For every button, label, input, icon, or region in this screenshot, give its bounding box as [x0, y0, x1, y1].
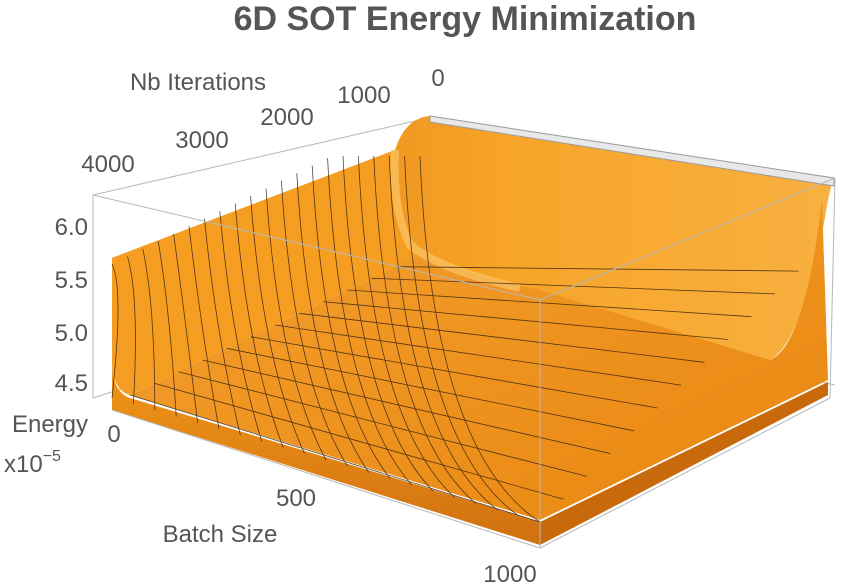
surface-right-face [540, 382, 828, 545]
mesh-line [299, 312, 705, 363]
mesh-line [323, 301, 729, 340]
y-tick-label: 4000 [81, 151, 134, 178]
z-axis-multiplier: x10−5 [4, 448, 61, 478]
x-axis: 0 500 1000 Batch Size [107, 421, 536, 586]
surface-mesh [111, 155, 799, 523]
mesh-line [281, 180, 348, 467]
z-tick-label: 4.5 [55, 370, 88, 397]
mesh-line [111, 263, 119, 399]
mesh-line [296, 173, 370, 473]
chart-title: 6D SOT Energy Minimization [234, 0, 697, 38]
mesh-line [188, 226, 220, 430]
bounding-box-front [92, 177, 836, 549]
mesh-line [274, 324, 682, 386]
mesh-line [250, 336, 658, 409]
mesh-line [419, 155, 541, 523]
mesh-line [311, 165, 391, 479]
surface-left-wall [112, 150, 420, 395]
energy-surface [111, 115, 835, 545]
z-axis-label: Energy [12, 411, 88, 438]
x-tick-label: 0 [107, 421, 120, 448]
mesh-line [157, 241, 177, 417]
mesh-line [202, 359, 611, 454]
mesh-line [265, 188, 327, 461]
z-tick-label: 6.0 [55, 214, 88, 241]
y-axis: 0 1000 2000 3000 4000 Nb Iterations [81, 65, 444, 178]
mesh-line [395, 266, 799, 272]
surface-top-highlight [429, 115, 835, 187]
surface-floor [130, 200, 828, 520]
z-tick-label: 5.5 [55, 267, 88, 294]
x-axis-label: Batch Size [163, 521, 278, 548]
mesh-line [327, 158, 412, 486]
mesh-line [234, 203, 284, 448]
mesh-line [388, 155, 498, 510]
x-tick-label: 500 [276, 485, 316, 512]
mesh-line [142, 248, 156, 411]
mesh-line [173, 233, 198, 423]
surface-ridge-highlight [390, 149, 521, 292]
y-axis-label: Nb Iterations [130, 69, 266, 96]
mesh-line [358, 155, 455, 498]
mesh-line [204, 218, 241, 436]
mesh-line [127, 256, 136, 405]
mesh-line [219, 211, 263, 442]
mesh-line [178, 371, 588, 477]
mesh-line [250, 195, 305, 454]
mesh-line [404, 155, 519, 517]
mesh-line [342, 155, 434, 492]
y-tick-label: 1000 [337, 82, 390, 109]
y-tick-label: 3000 [175, 127, 228, 154]
mesh-line [373, 155, 477, 504]
mesh-line [226, 347, 635, 432]
y-tick-label: 2000 [260, 104, 313, 131]
z-tick-label: 5.0 [55, 320, 88, 347]
surface-front-face [112, 360, 540, 545]
y-tick-label: 0 [431, 65, 444, 92]
mesh-line [129, 394, 541, 523]
mesh-line [154, 382, 564, 500]
z-axis: 6.0 5.5 5.0 4.5 Energy x10−5 [4, 214, 88, 478]
x-tick-label: 1000 [483, 561, 536, 586]
mesh-line [347, 289, 752, 318]
z-axis-exponent: −5 [43, 448, 61, 465]
